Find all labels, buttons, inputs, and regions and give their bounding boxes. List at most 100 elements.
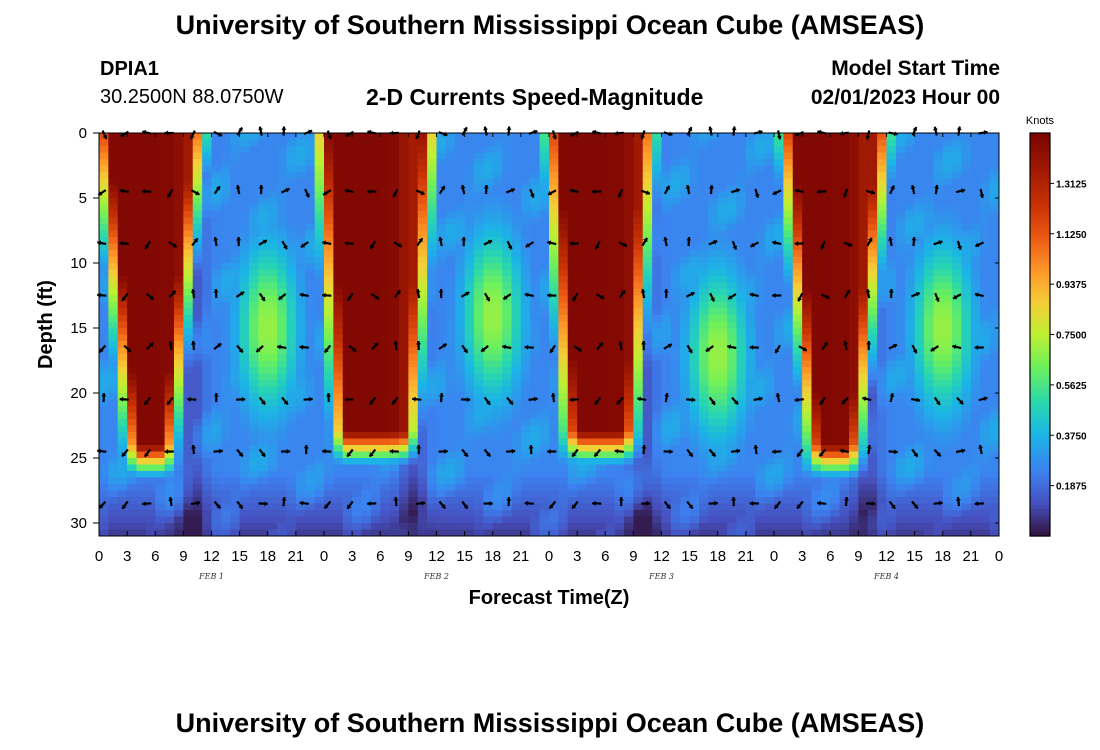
heatmap-cell xyxy=(661,230,672,238)
heatmap-cell xyxy=(595,503,606,511)
heatmap-cell xyxy=(108,133,119,140)
heatmap-cell xyxy=(577,256,588,264)
heatmap-cell xyxy=(792,185,803,192)
heatmap-cell xyxy=(127,256,138,264)
heatmap-cell xyxy=(736,276,747,283)
heatmap-cell xyxy=(155,269,166,277)
heatmap-cell xyxy=(324,315,334,322)
heatmap-cell xyxy=(295,269,306,277)
heatmap-cell xyxy=(295,341,306,348)
heatmap-cell xyxy=(661,399,672,407)
heatmap-cell xyxy=(295,484,306,491)
heatmap-cell xyxy=(520,217,531,225)
heatmap-cell xyxy=(511,341,522,348)
heatmap-cell xyxy=(670,250,681,257)
heatmap-cell xyxy=(492,438,503,446)
heatmap-cell xyxy=(614,419,625,426)
heatmap-cell xyxy=(164,289,175,296)
heatmap-cell xyxy=(427,451,438,459)
heatmap-cell xyxy=(736,529,747,537)
heatmap-cell xyxy=(445,380,456,387)
heatmap-cell xyxy=(549,243,559,251)
heatmap-cell xyxy=(445,341,456,348)
heatmap-cell xyxy=(586,458,597,465)
heatmap-cell xyxy=(492,334,503,342)
heatmap-cell xyxy=(239,308,250,316)
heatmap-cell xyxy=(680,360,691,368)
heatmap-cell xyxy=(633,412,644,420)
heatmap-cell xyxy=(764,432,775,439)
heatmap-cell xyxy=(108,516,119,524)
heatmap-cell xyxy=(652,523,663,530)
heatmap-cell xyxy=(755,354,766,361)
heatmap-cell xyxy=(605,198,616,205)
heatmap-cell xyxy=(520,185,531,192)
heatmap-cell xyxy=(220,341,231,348)
heatmap-cell xyxy=(230,204,241,212)
heatmap-cell xyxy=(324,451,334,459)
heatmap-cell xyxy=(549,367,559,374)
heatmap-cell xyxy=(352,146,363,153)
heatmap-cell xyxy=(99,399,109,407)
heatmap-cell xyxy=(689,191,700,199)
heatmap-cell xyxy=(220,464,231,472)
heatmap-cell xyxy=(811,308,822,316)
heatmap-cell xyxy=(492,399,503,407)
heatmap-cell xyxy=(577,445,588,452)
heatmap-cell xyxy=(624,386,634,394)
heatmap-cell xyxy=(614,198,625,205)
heatmap-cell xyxy=(595,178,606,186)
heatmap-cell xyxy=(839,308,850,316)
heatmap-cell xyxy=(783,451,794,459)
heatmap-cell xyxy=(689,139,700,147)
heatmap-cell xyxy=(633,406,644,413)
heatmap-cell xyxy=(361,419,372,426)
heatmap-cell xyxy=(380,523,391,530)
heatmap-cell xyxy=(183,380,194,387)
heatmap-cell xyxy=(586,224,597,231)
heatmap-cell xyxy=(474,276,484,283)
heatmap-cell xyxy=(736,243,747,251)
heatmap-cell xyxy=(361,354,372,361)
heatmap-cell xyxy=(820,230,831,238)
heatmap-cell xyxy=(511,380,522,387)
heatmap-cell xyxy=(108,490,119,498)
heatmap-cell xyxy=(249,419,259,426)
heatmap-cell xyxy=(530,289,541,296)
heatmap-cell xyxy=(455,516,466,524)
heatmap-cell xyxy=(239,276,250,283)
heatmap-cell xyxy=(689,133,700,140)
heatmap-cell xyxy=(183,276,194,283)
heatmap-cell xyxy=(802,165,813,173)
heatmap-cell xyxy=(211,373,222,381)
heatmap-cell xyxy=(324,399,334,407)
heatmap-cell xyxy=(802,133,813,140)
heatmap-cell xyxy=(745,230,756,238)
heatmap-cell xyxy=(642,523,653,530)
heatmap-cell xyxy=(314,406,325,413)
heatmap-cell xyxy=(202,198,213,205)
heatmap-cell xyxy=(820,328,831,335)
heatmap-cell xyxy=(670,380,681,387)
heatmap-cell xyxy=(399,237,409,244)
heatmap-cell xyxy=(399,185,409,192)
heatmap-cell xyxy=(811,445,822,452)
heatmap-cell xyxy=(352,289,363,296)
heatmap-cell xyxy=(267,471,278,478)
heatmap-cell xyxy=(502,458,513,465)
heatmap-cell xyxy=(220,419,231,426)
heatmap-cell xyxy=(427,165,438,173)
heatmap-cell xyxy=(389,373,400,381)
heatmap-cell xyxy=(427,341,438,348)
heatmap-cell xyxy=(436,269,447,277)
heatmap-cell xyxy=(361,425,372,433)
heatmap-cell xyxy=(783,406,794,413)
heatmap-cell xyxy=(258,269,269,277)
heatmap-cell xyxy=(802,295,813,303)
heatmap-cell xyxy=(455,464,466,472)
heatmap-cell xyxy=(417,503,428,511)
heatmap-cell xyxy=(352,321,363,329)
heatmap-cell xyxy=(108,354,119,361)
heatmap-cell xyxy=(774,315,784,322)
heatmap-cell xyxy=(333,146,344,153)
